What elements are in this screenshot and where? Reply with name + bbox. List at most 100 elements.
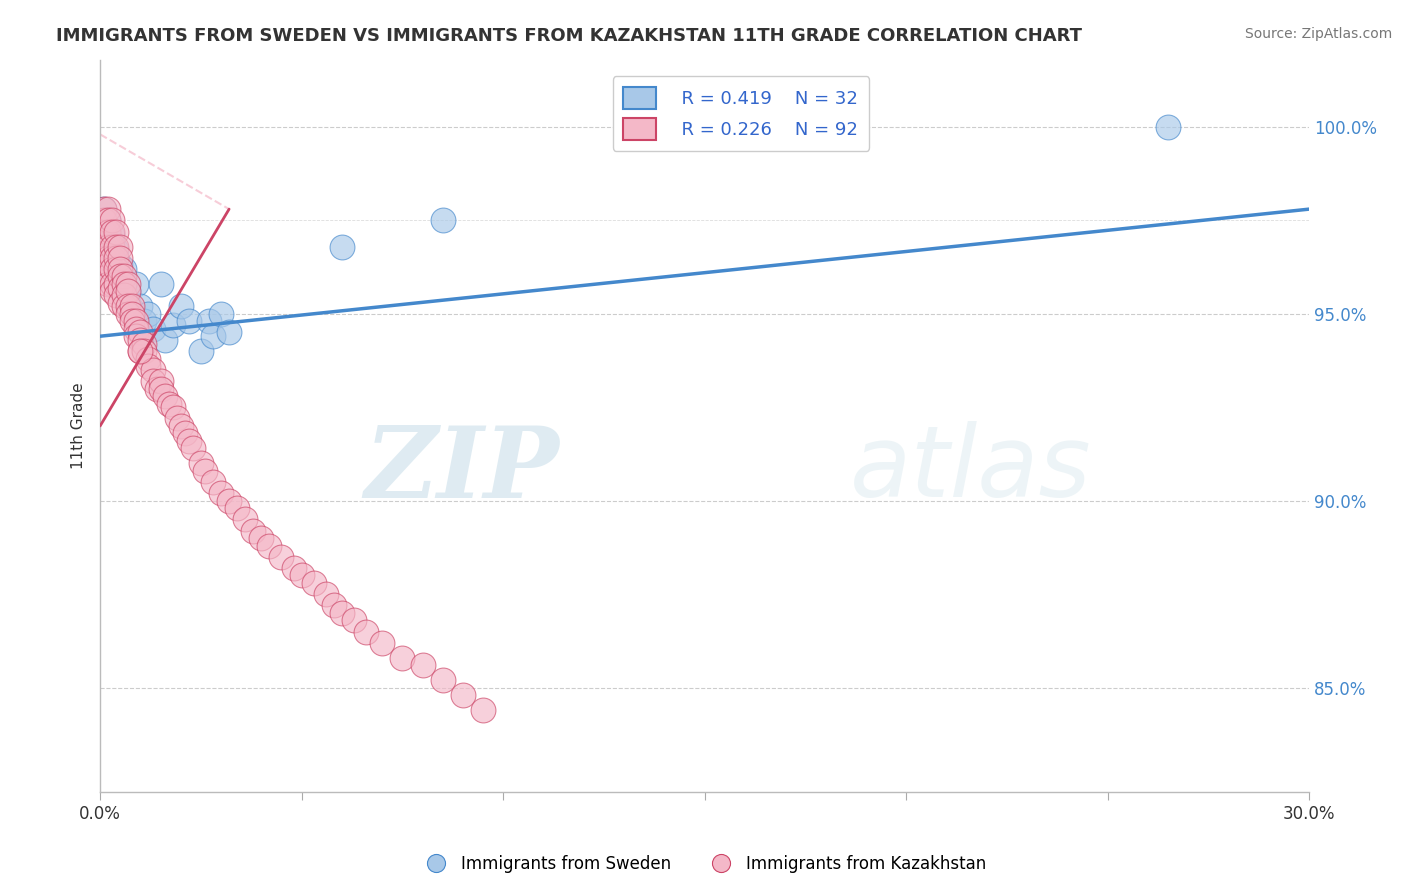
Point bbox=[110, 295, 132, 310]
Point bbox=[101, 285, 124, 299]
Point bbox=[110, 269, 132, 284]
Point bbox=[117, 299, 139, 313]
Point bbox=[117, 285, 139, 299]
Point bbox=[153, 389, 176, 403]
Point bbox=[112, 277, 135, 291]
Point bbox=[190, 344, 212, 359]
Text: ZIP: ZIP bbox=[364, 422, 560, 518]
Point bbox=[105, 251, 128, 265]
Point bbox=[101, 225, 124, 239]
Point bbox=[97, 251, 120, 265]
Point bbox=[134, 336, 156, 351]
Point bbox=[112, 277, 135, 291]
Point bbox=[121, 299, 143, 313]
Point bbox=[112, 262, 135, 277]
Point bbox=[432, 673, 454, 687]
Point bbox=[110, 262, 132, 277]
Point bbox=[291, 568, 314, 582]
Point bbox=[105, 262, 128, 277]
Point bbox=[270, 549, 292, 564]
Text: IMMIGRANTS FROM SWEDEN VS IMMIGRANTS FROM KAZAKHSTAN 11TH GRADE CORRELATION CHAR: IMMIGRANTS FROM SWEDEN VS IMMIGRANTS FRO… bbox=[56, 27, 1083, 45]
Point bbox=[141, 363, 163, 377]
Point bbox=[110, 251, 132, 265]
Point bbox=[173, 426, 195, 441]
Point bbox=[117, 277, 139, 291]
Point bbox=[315, 587, 337, 601]
Point bbox=[97, 239, 120, 253]
Point bbox=[201, 475, 224, 489]
Point bbox=[259, 539, 281, 553]
Point bbox=[93, 251, 115, 265]
Point bbox=[112, 288, 135, 302]
Point bbox=[226, 501, 249, 516]
Point bbox=[110, 269, 132, 284]
Point bbox=[121, 303, 143, 318]
Point bbox=[145, 382, 167, 396]
Point bbox=[97, 202, 120, 216]
Point bbox=[194, 464, 217, 478]
Point bbox=[322, 599, 344, 613]
Point bbox=[391, 650, 413, 665]
Point bbox=[97, 225, 120, 239]
Point bbox=[101, 228, 124, 243]
Point bbox=[93, 202, 115, 216]
Point bbox=[97, 269, 120, 284]
Text: Source: ZipAtlas.com: Source: ZipAtlas.com bbox=[1244, 27, 1392, 41]
Point bbox=[97, 258, 120, 272]
Point bbox=[129, 344, 152, 359]
Point bbox=[125, 277, 148, 291]
Point bbox=[138, 307, 160, 321]
Point bbox=[354, 624, 377, 639]
Point bbox=[97, 225, 120, 239]
Point bbox=[112, 269, 135, 284]
Point bbox=[101, 213, 124, 227]
Point bbox=[209, 307, 232, 321]
Legend: Immigrants from Sweden, Immigrants from Kazakhstan: Immigrants from Sweden, Immigrants from … bbox=[413, 848, 993, 880]
Point bbox=[110, 258, 132, 272]
Point bbox=[330, 606, 353, 620]
Point bbox=[190, 456, 212, 470]
Point bbox=[157, 396, 180, 410]
Point bbox=[101, 235, 124, 250]
Point bbox=[218, 326, 240, 340]
Point bbox=[330, 239, 353, 253]
Point bbox=[93, 213, 115, 227]
Point bbox=[201, 329, 224, 343]
Point bbox=[105, 244, 128, 258]
Point bbox=[134, 344, 156, 359]
Point bbox=[125, 314, 148, 328]
Point bbox=[105, 251, 128, 265]
Point bbox=[121, 307, 143, 321]
Point bbox=[105, 225, 128, 239]
Point bbox=[101, 251, 124, 265]
Point bbox=[198, 314, 221, 328]
Point bbox=[101, 262, 124, 277]
Point bbox=[371, 636, 394, 650]
Point bbox=[97, 213, 120, 227]
Point bbox=[302, 576, 325, 591]
Point bbox=[432, 213, 454, 227]
Point bbox=[343, 613, 366, 627]
Point bbox=[117, 307, 139, 321]
Point bbox=[162, 318, 184, 332]
Point bbox=[166, 411, 188, 425]
Point bbox=[125, 322, 148, 336]
Point bbox=[181, 442, 204, 456]
Point bbox=[101, 277, 124, 291]
Point bbox=[129, 299, 152, 313]
Point bbox=[112, 299, 135, 313]
Point bbox=[149, 277, 172, 291]
Point bbox=[218, 493, 240, 508]
Point bbox=[472, 703, 495, 717]
Point bbox=[117, 295, 139, 310]
Point bbox=[105, 277, 128, 291]
Point bbox=[170, 299, 193, 313]
Point bbox=[149, 382, 172, 396]
Point bbox=[250, 531, 273, 545]
Point bbox=[209, 486, 232, 500]
Point bbox=[170, 419, 193, 434]
Point bbox=[101, 239, 124, 253]
Point bbox=[177, 314, 200, 328]
Legend:   R = 0.419    N = 32,   R = 0.226    N = 92: R = 0.419 N = 32, R = 0.226 N = 92 bbox=[613, 76, 869, 151]
Y-axis label: 11th Grade: 11th Grade bbox=[72, 383, 86, 469]
